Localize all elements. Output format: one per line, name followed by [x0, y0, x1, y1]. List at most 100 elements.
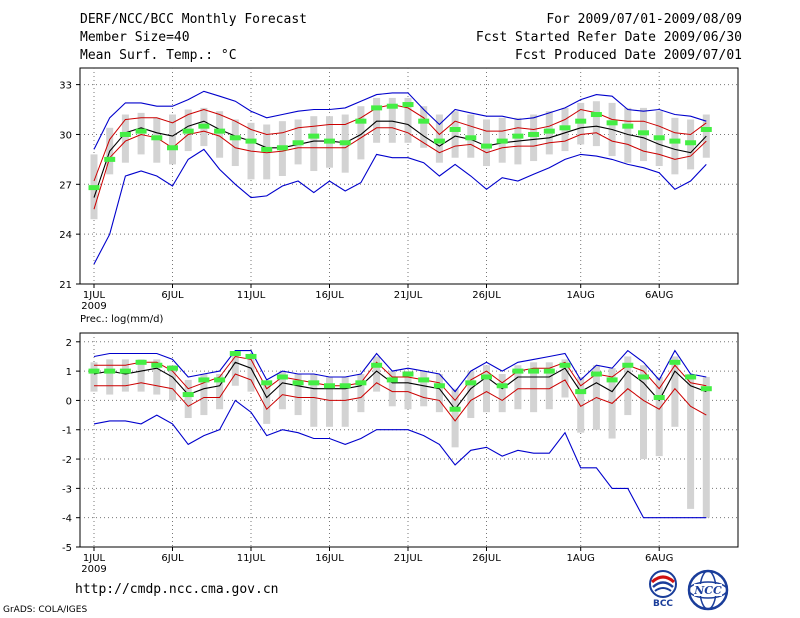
ensemble-box [247, 356, 255, 392]
median-marker [653, 394, 665, 400]
ensemble-box [278, 371, 286, 410]
median-marker [229, 135, 241, 141]
median-marker [308, 133, 320, 139]
median-marker [575, 389, 587, 395]
ensemble-box [451, 388, 459, 448]
ensemble-box [561, 359, 569, 398]
median-marker [638, 374, 649, 380]
ensemble-box [435, 374, 443, 413]
x-tick-label: 1JUL [83, 290, 106, 301]
median-marker [402, 102, 414, 108]
median-marker [88, 368, 100, 374]
x-tick-label: 6JUL [161, 290, 184, 301]
ensemble-box [121, 359, 129, 392]
y-tick-label: 2 [66, 338, 72, 349]
x-tick-label: 1AUG [567, 553, 595, 564]
median-marker [371, 362, 383, 368]
median-marker [355, 380, 367, 386]
median-marker [339, 140, 351, 146]
median-marker [104, 368, 116, 374]
ensemble-box [498, 374, 506, 413]
median-marker [198, 123, 210, 129]
x-tick-label: 1JUL [83, 553, 106, 564]
y-tick-label: 33 [59, 81, 72, 92]
median-marker [575, 118, 587, 124]
y-tick-label: -5 [62, 543, 72, 554]
median-marker [151, 135, 163, 141]
ensemble-box [231, 353, 239, 386]
median-marker [622, 123, 634, 129]
median-marker [229, 351, 241, 357]
median-marker [543, 128, 555, 134]
median-marker [402, 371, 414, 377]
ensemble-box [530, 114, 538, 162]
ensemble-box [90, 362, 98, 392]
median-marker [528, 131, 540, 137]
series-line-lower [93, 127, 707, 210]
y-tick-label: 30 [59, 130, 72, 141]
median-marker [433, 383, 445, 389]
ensemble-box [687, 374, 695, 509]
median-marker [386, 377, 398, 383]
median-marker [324, 383, 335, 389]
source-url[interactable]: http://cmdp.ncc.cma.gov.cn [75, 582, 279, 597]
ensemble-box [404, 371, 412, 410]
x-tick-label: 6AUG [645, 553, 673, 564]
ensemble-box [373, 97, 381, 143]
forecast-produced-date: Fcst Produced Date 2009/07/01 [515, 48, 742, 63]
median-marker [465, 380, 477, 386]
y-tick-label: 1 [66, 367, 72, 378]
ensemble-box [702, 376, 710, 518]
ensemble-box [373, 356, 381, 392]
ensemble-box [577, 376, 585, 433]
series-line-mean [93, 120, 707, 198]
x-tick-label: 26JUL [472, 290, 501, 301]
median-marker [528, 368, 540, 374]
median-marker [496, 383, 508, 389]
ensemble-box [592, 101, 600, 147]
member-size: Member Size=40 [80, 30, 190, 45]
median-marker [606, 377, 618, 383]
x-tick-label: 16JUL [315, 290, 344, 301]
median-marker [214, 377, 226, 383]
median-marker [261, 146, 273, 152]
median-marker [182, 128, 194, 134]
ensemble-box [483, 365, 490, 413]
ensemble-box [655, 376, 663, 457]
median-marker [638, 130, 649, 136]
ensemble-box [137, 359, 145, 392]
median-marker [371, 105, 383, 111]
median-marker [339, 383, 351, 389]
median-marker [700, 386, 712, 392]
median-marker [276, 145, 288, 151]
series-line-min [93, 148, 707, 265]
median-marker [245, 353, 257, 359]
median-marker [308, 380, 320, 386]
forecast-period: For 2009/07/01-2009/08/09 [546, 12, 742, 27]
median-marker [167, 145, 178, 151]
ensemble-box [216, 111, 224, 158]
series-line-upper [94, 355, 707, 402]
ensemble-box [451, 111, 459, 158]
median-marker [214, 128, 226, 134]
plot-frame-precipitation [79, 332, 739, 548]
median-marker [104, 156, 116, 162]
median-marker [324, 138, 335, 144]
x-tick-label: 21JUL [394, 553, 423, 564]
ensemble-box [483, 119, 490, 167]
median-marker [512, 368, 524, 374]
ensemble-box [420, 371, 428, 407]
median-marker [135, 359, 147, 365]
median-marker [261, 380, 273, 386]
ensemble-box [106, 359, 114, 395]
median-marker [685, 374, 697, 380]
y-tick-label: -1 [62, 426, 72, 437]
median-marker [622, 362, 634, 368]
median-marker [167, 365, 178, 371]
ensemble-box [671, 117, 679, 175]
ensemble-box [514, 365, 522, 410]
median-marker [292, 140, 304, 146]
x-tick-label: 21JUL [394, 290, 423, 301]
y-tick-label: -3 [62, 484, 72, 495]
